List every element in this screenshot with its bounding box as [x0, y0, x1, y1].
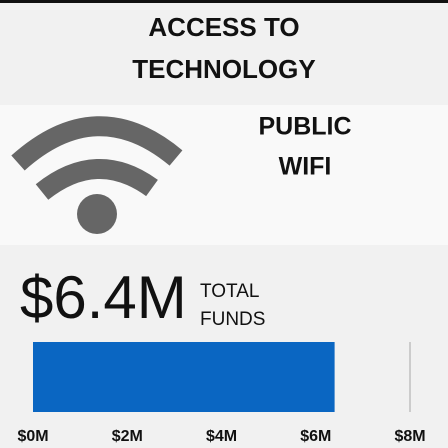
x-tick-label: $4M — [206, 428, 237, 445]
value-label: $6.4M — [20, 264, 187, 331]
top-border — [0, 0, 448, 3]
total-label: FUNDS — [200, 309, 265, 330]
title-line: ACCESS TO — [148, 12, 299, 42]
wifi-arc — [35, 159, 158, 200]
subtitle-line: WIFI — [279, 153, 332, 181]
bar — [33, 342, 335, 412]
x-tick-label: $0M — [17, 428, 48, 445]
wifi-icon — [11, 116, 183, 200]
x-tick-label: $6M — [300, 428, 331, 445]
wifi-arc — [11, 116, 183, 171]
x-tick-label: $2M — [112, 428, 143, 445]
x-tick-label: $8M — [394, 428, 425, 445]
total-label: TOTAL — [200, 281, 259, 302]
wifi-dot — [77, 194, 117, 234]
subtitle-line: PUBLIC — [258, 113, 351, 141]
title-line: TECHNOLOGY — [132, 54, 315, 84]
